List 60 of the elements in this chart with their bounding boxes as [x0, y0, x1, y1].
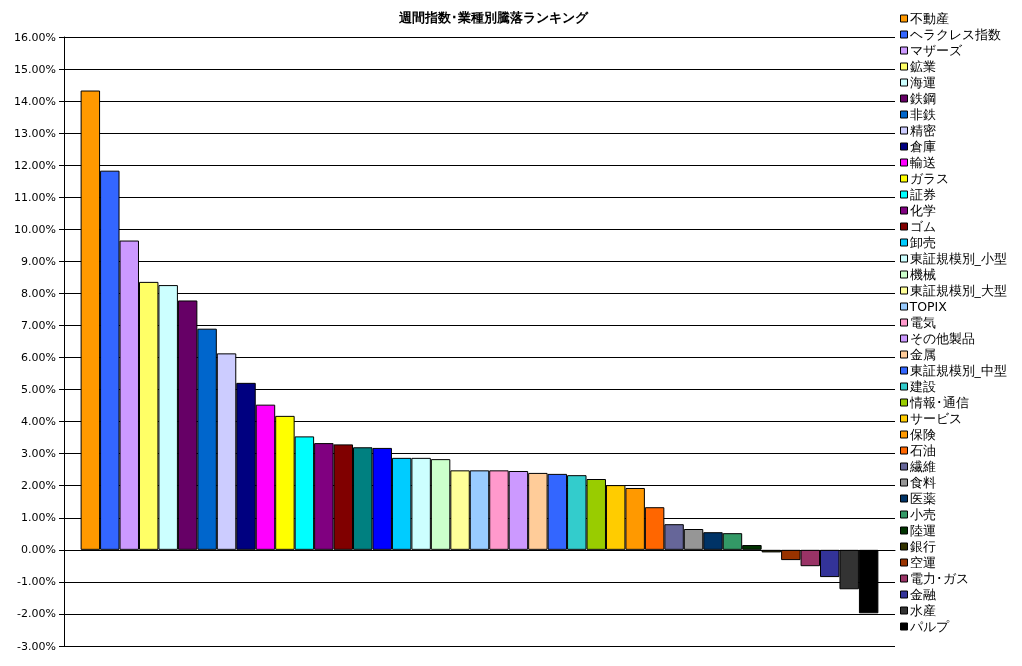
legend-label: マザーズ: [909, 43, 963, 58]
y-tick-label: 14.00%: [14, 94, 56, 108]
legend-label: 小売: [909, 507, 936, 522]
legend-label: 金融: [909, 587, 936, 602]
legend-label: 銀行: [909, 539, 936, 554]
legend-label: 医薬: [909, 491, 936, 506]
legend-label: 精密: [909, 123, 936, 138]
y-tick-label: 16.00%: [14, 30, 56, 44]
y-tick-label: 9.00%: [21, 254, 56, 268]
legend-label: 建設: [908, 379, 936, 394]
legend-label: 情報･通信: [908, 395, 969, 410]
legend-label: 証券: [909, 187, 936, 202]
legend-label: 石油: [909, 443, 936, 458]
legend-label: 倉庫: [909, 139, 936, 154]
y-tick-label: 10.00%: [14, 222, 56, 236]
legend-label: 海運: [909, 75, 936, 90]
y-tick-label: 0.00%: [21, 543, 56, 557]
legend-label: 機械: [909, 267, 936, 282]
legend-label: 東証規模別_中型: [909, 363, 1007, 378]
legend-label: ガラス: [909, 171, 949, 186]
y-tick-label: 12.00%: [14, 158, 56, 172]
y-tick-label: 8.00%: [21, 286, 56, 300]
y-tick-label: 11.00%: [14, 190, 56, 204]
legend-label: 卸売: [909, 235, 936, 250]
legend-label: ゴム: [909, 219, 936, 234]
legend-label: 陸運: [909, 523, 936, 538]
y-tick-label: 15.00%: [14, 62, 56, 76]
legend-label: 非鉄: [909, 107, 936, 122]
legend-label: 空運: [909, 555, 936, 570]
y-tick-label: -3.00%: [17, 639, 56, 653]
legend-label: その他製品: [909, 331, 975, 346]
y-tick-label: 7.00%: [21, 318, 56, 332]
legend-label: 水産: [909, 603, 936, 618]
legend-label: 繊維: [908, 459, 936, 474]
y-tick-label: -1.00%: [17, 575, 56, 589]
legend-label: 金属: [909, 347, 936, 362]
y-tick-label: 2.00%: [21, 479, 56, 493]
y-tick-label: 5.00%: [21, 383, 56, 397]
y-tick-label: 6.00%: [21, 351, 56, 365]
legend-label: 保険: [909, 427, 936, 442]
legend-label: TOPIX: [908, 299, 948, 314]
legend-label: 電気: [909, 315, 936, 330]
y-tick-label: 3.00%: [21, 447, 56, 461]
legend-label: 鉄鋼: [909, 91, 936, 106]
y-tick-label: 4.00%: [21, 415, 56, 429]
chart-title: 週間指数･業種別騰落ランキング: [397, 10, 589, 25]
legend-label: パルプ: [908, 619, 950, 634]
legend-label: 化学: [909, 203, 936, 218]
legend-label: サービス: [909, 411, 962, 426]
y-tick-label: -2.00%: [17, 607, 56, 621]
legend-label: 東証規模別_小型: [909, 251, 1007, 266]
legend-label: 不動産: [909, 11, 949, 26]
y-tick-label: 13.00%: [14, 126, 56, 140]
legend-label: 東証規模別_大型: [909, 283, 1007, 298]
legend-label: 鉱業: [909, 59, 936, 74]
legend-label: 電力･ガス: [909, 571, 969, 586]
legend-label: ヘラクレス指数: [909, 27, 1001, 42]
y-tick-label: 1.00%: [21, 511, 56, 525]
legend-label: 輸送: [909, 155, 936, 170]
legend-label: 食料: [909, 475, 936, 490]
